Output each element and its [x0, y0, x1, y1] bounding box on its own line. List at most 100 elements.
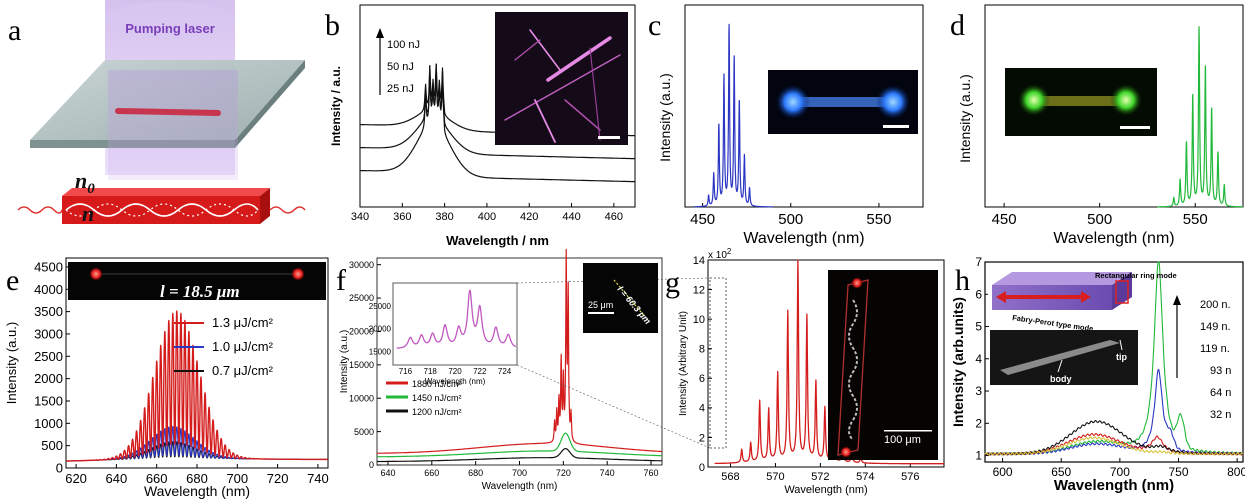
inset-e-length: l = 18.5 μm [160, 282, 240, 301]
panel-h-frame [984, 261, 1244, 463]
inset-x-tick: 722 [473, 367, 487, 376]
legend-h-0: 200 n. [1200, 299, 1231, 311]
x-tick-label: 460 [605, 211, 623, 223]
x-axis-label: Wavelength (nm) [1054, 477, 1174, 494]
y-tick-label: 15000 [349, 360, 374, 370]
inset-c-end-right [876, 85, 910, 119]
panel-h-label: h [955, 264, 970, 297]
legend-arrowhead-b [376, 28, 384, 38]
panel-d-plot: 450 500 550 Wavelength (nm) Intensity (a.u.) [957, 26, 1244, 247]
inset-d-end-left [1018, 84, 1050, 116]
inset-y-tick: 20000 [369, 325, 392, 334]
inset-g-end-bottom [840, 446, 852, 458]
legend-b-1: 50 nJ [387, 61, 414, 73]
x-tick-label: 700 [226, 471, 248, 486]
pump-label: Pumping laser [125, 21, 215, 36]
inset-f-image [583, 263, 658, 333]
inset-f-scale: 25 μm [588, 300, 613, 310]
legend-h-4: 64 n [1210, 387, 1231, 399]
x-tick-label: 750 [1168, 465, 1188, 479]
inset-e-end-right [291, 267, 305, 281]
x-tick-label: 574 [856, 471, 874, 483]
y-tick-label: 8 [699, 344, 705, 356]
series-b-line [359, 63, 636, 183]
x-tick-label: 500 [778, 211, 803, 228]
y-tick-label: 2500 [34, 349, 63, 364]
y-tick-label: 1500 [34, 394, 63, 409]
y-axis-label: Intensity (a.u.) [657, 73, 673, 162]
legend-h-5: 32 n [1210, 409, 1231, 421]
zoom-box-f [709, 277, 727, 449]
panel-b: b 340 360 380 400 420 440 460 Wavelength / nm In… [325, 4, 636, 248]
x-tick-label: 760 [644, 468, 659, 478]
inset-h-body: body [1050, 374, 1072, 384]
y-axis-label: Intensity (arb.units) [950, 297, 966, 427]
x-tick-label: 620 [65, 471, 87, 486]
series-c-plot-line [693, 23, 774, 208]
inset-g-wave [848, 299, 858, 441]
y-tick-label: 4 [699, 403, 705, 415]
x-tick-label: 550 [866, 211, 891, 228]
y-axis-label: Intensity / a.u. [329, 66, 343, 146]
inset-h-body-pointer [1057, 359, 1063, 373]
y-tick-label: 2000 [34, 371, 63, 386]
emission-right [269, 206, 306, 214]
y-tick-label: 0 [699, 462, 705, 474]
x-tick-label: 450 [992, 211, 1017, 228]
y-tick-label: 4500 [34, 259, 63, 274]
panel-g-frame [707, 259, 945, 468]
panel-h-plot: 600 650 700 750 800 1 2 3 4 5 6 7 Wavelength (nm) Int… [950, 255, 1245, 494]
y-tick-label: 12 [693, 284, 705, 296]
y-tick-label: 10 [693, 314, 705, 326]
x-axis-label: Wavelength (nm) [743, 230, 864, 247]
inset-b-wires [504, 29, 621, 143]
x-tick-label: 440 [562, 211, 580, 223]
y-tick-label: 3000 [34, 327, 63, 342]
series-e-line [65, 310, 329, 462]
n-label: n [82, 201, 94, 226]
x-tick-label: 660 [424, 468, 439, 478]
panel-d: d 450 500 550 Wavelength (nm) Intensity (a.u… [950, 4, 1244, 247]
legend-e-entry: 1.0 μJ/cm² [212, 339, 274, 354]
x-tick-label: 640 [106, 471, 128, 486]
y-tick-label: 25000 [349, 293, 374, 303]
x-tick-label: 660 [146, 471, 168, 486]
y-tick-label: 6 [975, 287, 982, 301]
x-tick-label: 720 [556, 468, 571, 478]
x-tick-label: 640 [380, 468, 395, 478]
y-tick-label: 5000 [354, 427, 374, 437]
pump-beam-top [105, 2, 235, 38]
x-tick-label: 450 [690, 211, 715, 228]
n0-label: n0 [75, 168, 95, 197]
x-tick-label: 568 [721, 471, 739, 483]
x-tick-label: 576 [901, 471, 919, 483]
y-tick-label: 500 [41, 438, 63, 453]
series-b-line [359, 76, 636, 160]
x-tick-label: 720 [267, 471, 289, 486]
inset-d-end-right [1110, 84, 1142, 116]
inset-x-tick: 720 [448, 367, 462, 376]
x-tick-label: 550 [1183, 211, 1208, 228]
panel-a-label: a [8, 14, 21, 47]
x-tick-label: 700 [1110, 465, 1130, 479]
inset-e-image [68, 262, 326, 300]
y-tick-label: 2 [699, 432, 705, 444]
pump-beam-lower [108, 70, 238, 180]
inset-d-scalebar [1120, 126, 1150, 129]
series-f-line [376, 432, 663, 458]
inset-y-tick: 25000 [369, 302, 392, 311]
x-tick-label: 420 [520, 211, 538, 223]
series-d-plot-line [1156, 26, 1244, 208]
x-tick-label: 500 [1087, 211, 1112, 228]
x-tick-label: 572 [811, 471, 829, 483]
inset-g-scale: 100 μm [884, 434, 921, 446]
series-f-line [376, 248, 663, 454]
legend-f-entry: 1200 nJ/cm² [412, 407, 462, 417]
y-tick-label: 7 [975, 255, 982, 269]
x-tick-label: 680 [186, 471, 208, 486]
y-tick-label: 20000 [349, 327, 374, 337]
y-tick-label: 3500 [34, 304, 63, 319]
inset-h-arrowhead-left [996, 291, 1006, 303]
y-axis-label: Intensity (Arbitrary Unit) [678, 311, 689, 416]
